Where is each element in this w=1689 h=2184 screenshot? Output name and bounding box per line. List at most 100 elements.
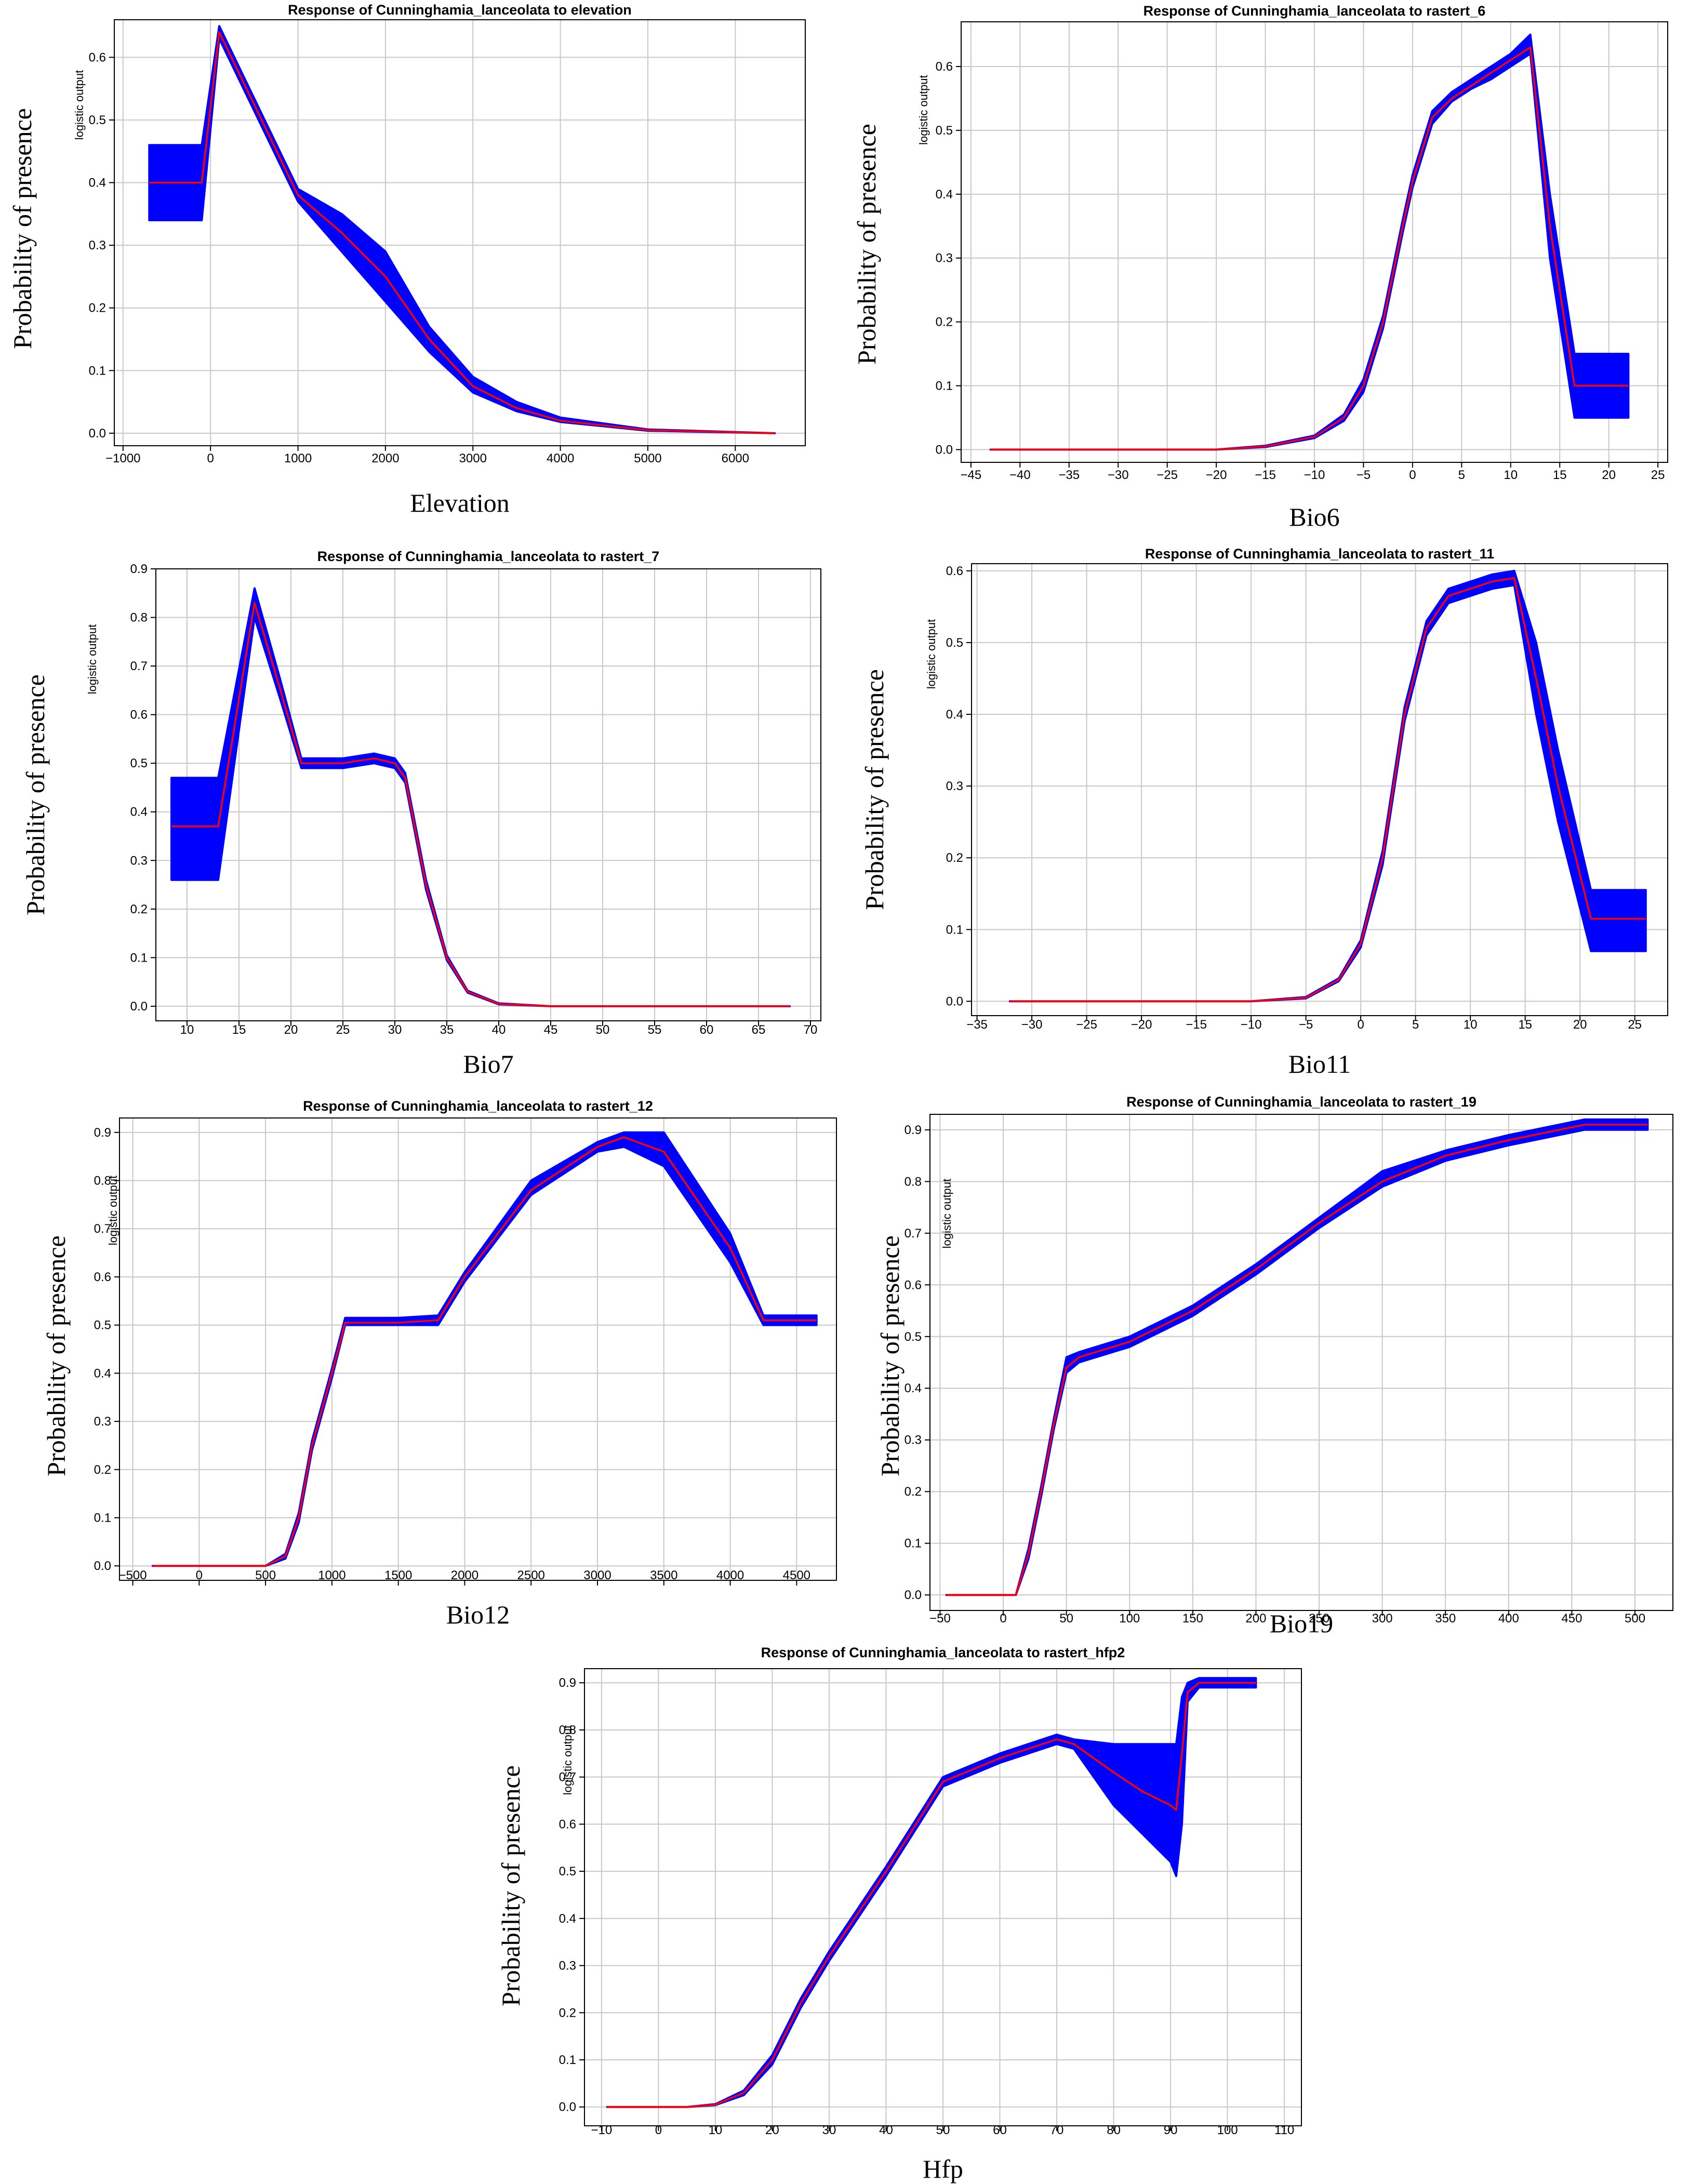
y-tick-label: 0.1 — [936, 379, 953, 393]
x-tick-label: 40 — [492, 1023, 506, 1037]
x-tick-label: 450 — [1561, 1612, 1582, 1626]
x-tick-label: 5000 — [634, 451, 661, 465]
x-tick-label: −35 — [966, 1018, 988, 1032]
y-tick-label: 0.9 — [905, 1123, 922, 1137]
y-axis-sublabel: logistic output — [107, 1176, 119, 1246]
y-tick-label: 0.1 — [559, 2053, 576, 2067]
x-axis-label: Bio12 — [446, 1600, 510, 1629]
y-tick-label: 0.9 — [94, 1126, 111, 1140]
confidence-band — [148, 25, 776, 434]
x-tick-label: 50 — [936, 2123, 950, 2137]
x-tick-label: −30 — [1021, 1018, 1043, 1032]
y-tick-label: 0.6 — [946, 564, 963, 578]
x-tick-label: 0 — [1000, 1612, 1006, 1626]
x-tick-label: −35 — [1058, 468, 1080, 482]
x-axis-label: Hfp — [923, 2154, 963, 2183]
x-tick-label: −25 — [1156, 468, 1178, 482]
y-axis-label: Probability of presence — [496, 1765, 525, 2006]
confidence-band — [606, 1677, 1257, 2108]
x-tick-label: 0 — [207, 451, 214, 465]
chart-title: Response of Cunninghamia_lanceolata to r… — [1126, 1094, 1477, 1110]
chart-hfp: −10 0 10 20 30 40 50 60 70 80 90 100 110 0.0 0.1 0.2 0.3… — [496, 1645, 1302, 2183]
x-tick-label: 35 — [440, 1023, 454, 1037]
x-tick-label: 1500 — [384, 1568, 412, 1582]
chart-bio11: −35 −30 −25 −20 −15 −10 −5 0 5 10 15 20 25 0.0 0.1 0.2 0… — [860, 546, 1668, 1078]
x-tick-label: −40 — [1009, 468, 1031, 482]
chart-bio19: −50 0 50 100 150 200 250 300 350 400 450 500 0.0 0.1 0… — [875, 1094, 1673, 1638]
x-axis-label: Bio6 — [1289, 502, 1339, 531]
y-tick-label: 0.0 — [936, 443, 953, 457]
y-tick-label: 0.5 — [559, 1865, 576, 1879]
chart-title: Response of Cunninghamia_lanceolata to r… — [761, 1645, 1125, 1660]
x-tick-label: 60 — [700, 1023, 714, 1037]
plot-frame — [119, 1117, 837, 1581]
x-tick-label: 0 — [1357, 1018, 1364, 1032]
x-tick-label: 200 — [1245, 1612, 1266, 1626]
x-tick-label: 65 — [752, 1023, 766, 1037]
y-tick-label: 0.8 — [130, 611, 148, 625]
y-tick-label: 0.0 — [905, 1588, 922, 1602]
x-tick-label: 50 — [1059, 1612, 1073, 1626]
y-tick-label: 0.4 — [905, 1381, 922, 1395]
y-tick-label: 0.7 — [130, 659, 148, 673]
x-tick-label: 4500 — [783, 1568, 810, 1582]
x-tick-label: −5 — [1356, 468, 1371, 482]
x-tick-label: 15 — [232, 1023, 246, 1037]
y-axis-label: Probability of presence — [21, 674, 50, 915]
y-tick-label: 0.8 — [559, 1723, 576, 1737]
y-tick-label: 0.3 — [130, 854, 148, 868]
x-tick-label: 2000 — [371, 451, 399, 465]
y-tick-label: 0.5 — [905, 1330, 922, 1344]
x-tick-label: −10 — [591, 2123, 612, 2137]
x-tick-label: 100 — [1217, 2123, 1238, 2137]
plot-frame — [929, 1114, 1673, 1611]
y-tick-label: 0.4 — [559, 1912, 576, 1926]
x-tick-label: 70 — [804, 1023, 818, 1037]
x-tick-label: 3000 — [583, 1568, 611, 1582]
x-tick-label: −45 — [961, 468, 982, 482]
y-tick-label: 0.2 — [94, 1463, 111, 1477]
y-tick-label: 0.8 — [905, 1175, 922, 1189]
y-axis-sublabel: logistic output — [86, 624, 99, 695]
chart-title: Response of Cunninghamia_lanceolata to r… — [1143, 3, 1486, 19]
y-axis-label: Probability of presence — [42, 1235, 71, 1476]
confidence-band — [151, 1131, 818, 1567]
chart-bio7: 10 15 20 25 30 35 40 45 50 55 60 65 70 0.0 0.1 0.2 0.3 0.… — [21, 549, 821, 1078]
confidence-band — [170, 587, 791, 1007]
y-tick-label: 0.5 — [89, 113, 106, 127]
x-tick-label: 150 — [1182, 1612, 1203, 1626]
y-tick-label: 0.3 — [946, 779, 963, 793]
y-tick-label: 0.3 — [89, 238, 106, 252]
x-tick-label: 30 — [822, 2123, 836, 2137]
y-tick-label: 0.1 — [905, 1537, 922, 1551]
x-tick-label: 400 — [1498, 1612, 1519, 1626]
y-tick-label: 0.1 — [89, 364, 106, 378]
x-tick-label: −20 — [1206, 468, 1227, 482]
y-axis-label: Probability of presence — [860, 669, 889, 910]
y-axis-sublabel: logistic output — [73, 70, 86, 140]
y-axis-sublabel: logistic output — [940, 1179, 953, 1249]
x-tick-label: 5 — [1458, 468, 1465, 482]
x-tick-label: −1000 — [105, 451, 140, 465]
x-tick-label: 0 — [655, 2123, 662, 2137]
x-tick-label: 2000 — [451, 1568, 478, 1582]
y-tick-label: 0.4 — [130, 805, 148, 819]
y-tick-label: 0.4 — [94, 1366, 111, 1380]
x-axis-label: Bio7 — [463, 1049, 513, 1078]
y-axis-label: Probability of presence — [875, 1235, 905, 1476]
x-tick-label: 20 — [1602, 468, 1616, 482]
y-tick-label: 0.0 — [946, 994, 963, 1008]
mean-response-line — [607, 1682, 1256, 2108]
x-tick-label: −500 — [119, 1568, 147, 1582]
y-tick-label: 0.1 — [946, 923, 963, 937]
y-tick-label: 0.0 — [559, 2100, 576, 2114]
chart-bio12: −500 0 500 1000 1500 2000 2500 3000 3500 4000 4500… — [42, 1098, 837, 1629]
x-tick-label: 10 — [709, 2123, 723, 2137]
x-tick-label: 20 — [765, 2123, 779, 2137]
y-tick-label: 0.7 — [905, 1227, 922, 1241]
x-tick-label: 30 — [388, 1023, 402, 1037]
x-tick-label: 3500 — [650, 1568, 677, 1582]
y-tick-label: 0.8 — [94, 1174, 111, 1188]
y-tick-label: 0.5 — [94, 1319, 111, 1333]
